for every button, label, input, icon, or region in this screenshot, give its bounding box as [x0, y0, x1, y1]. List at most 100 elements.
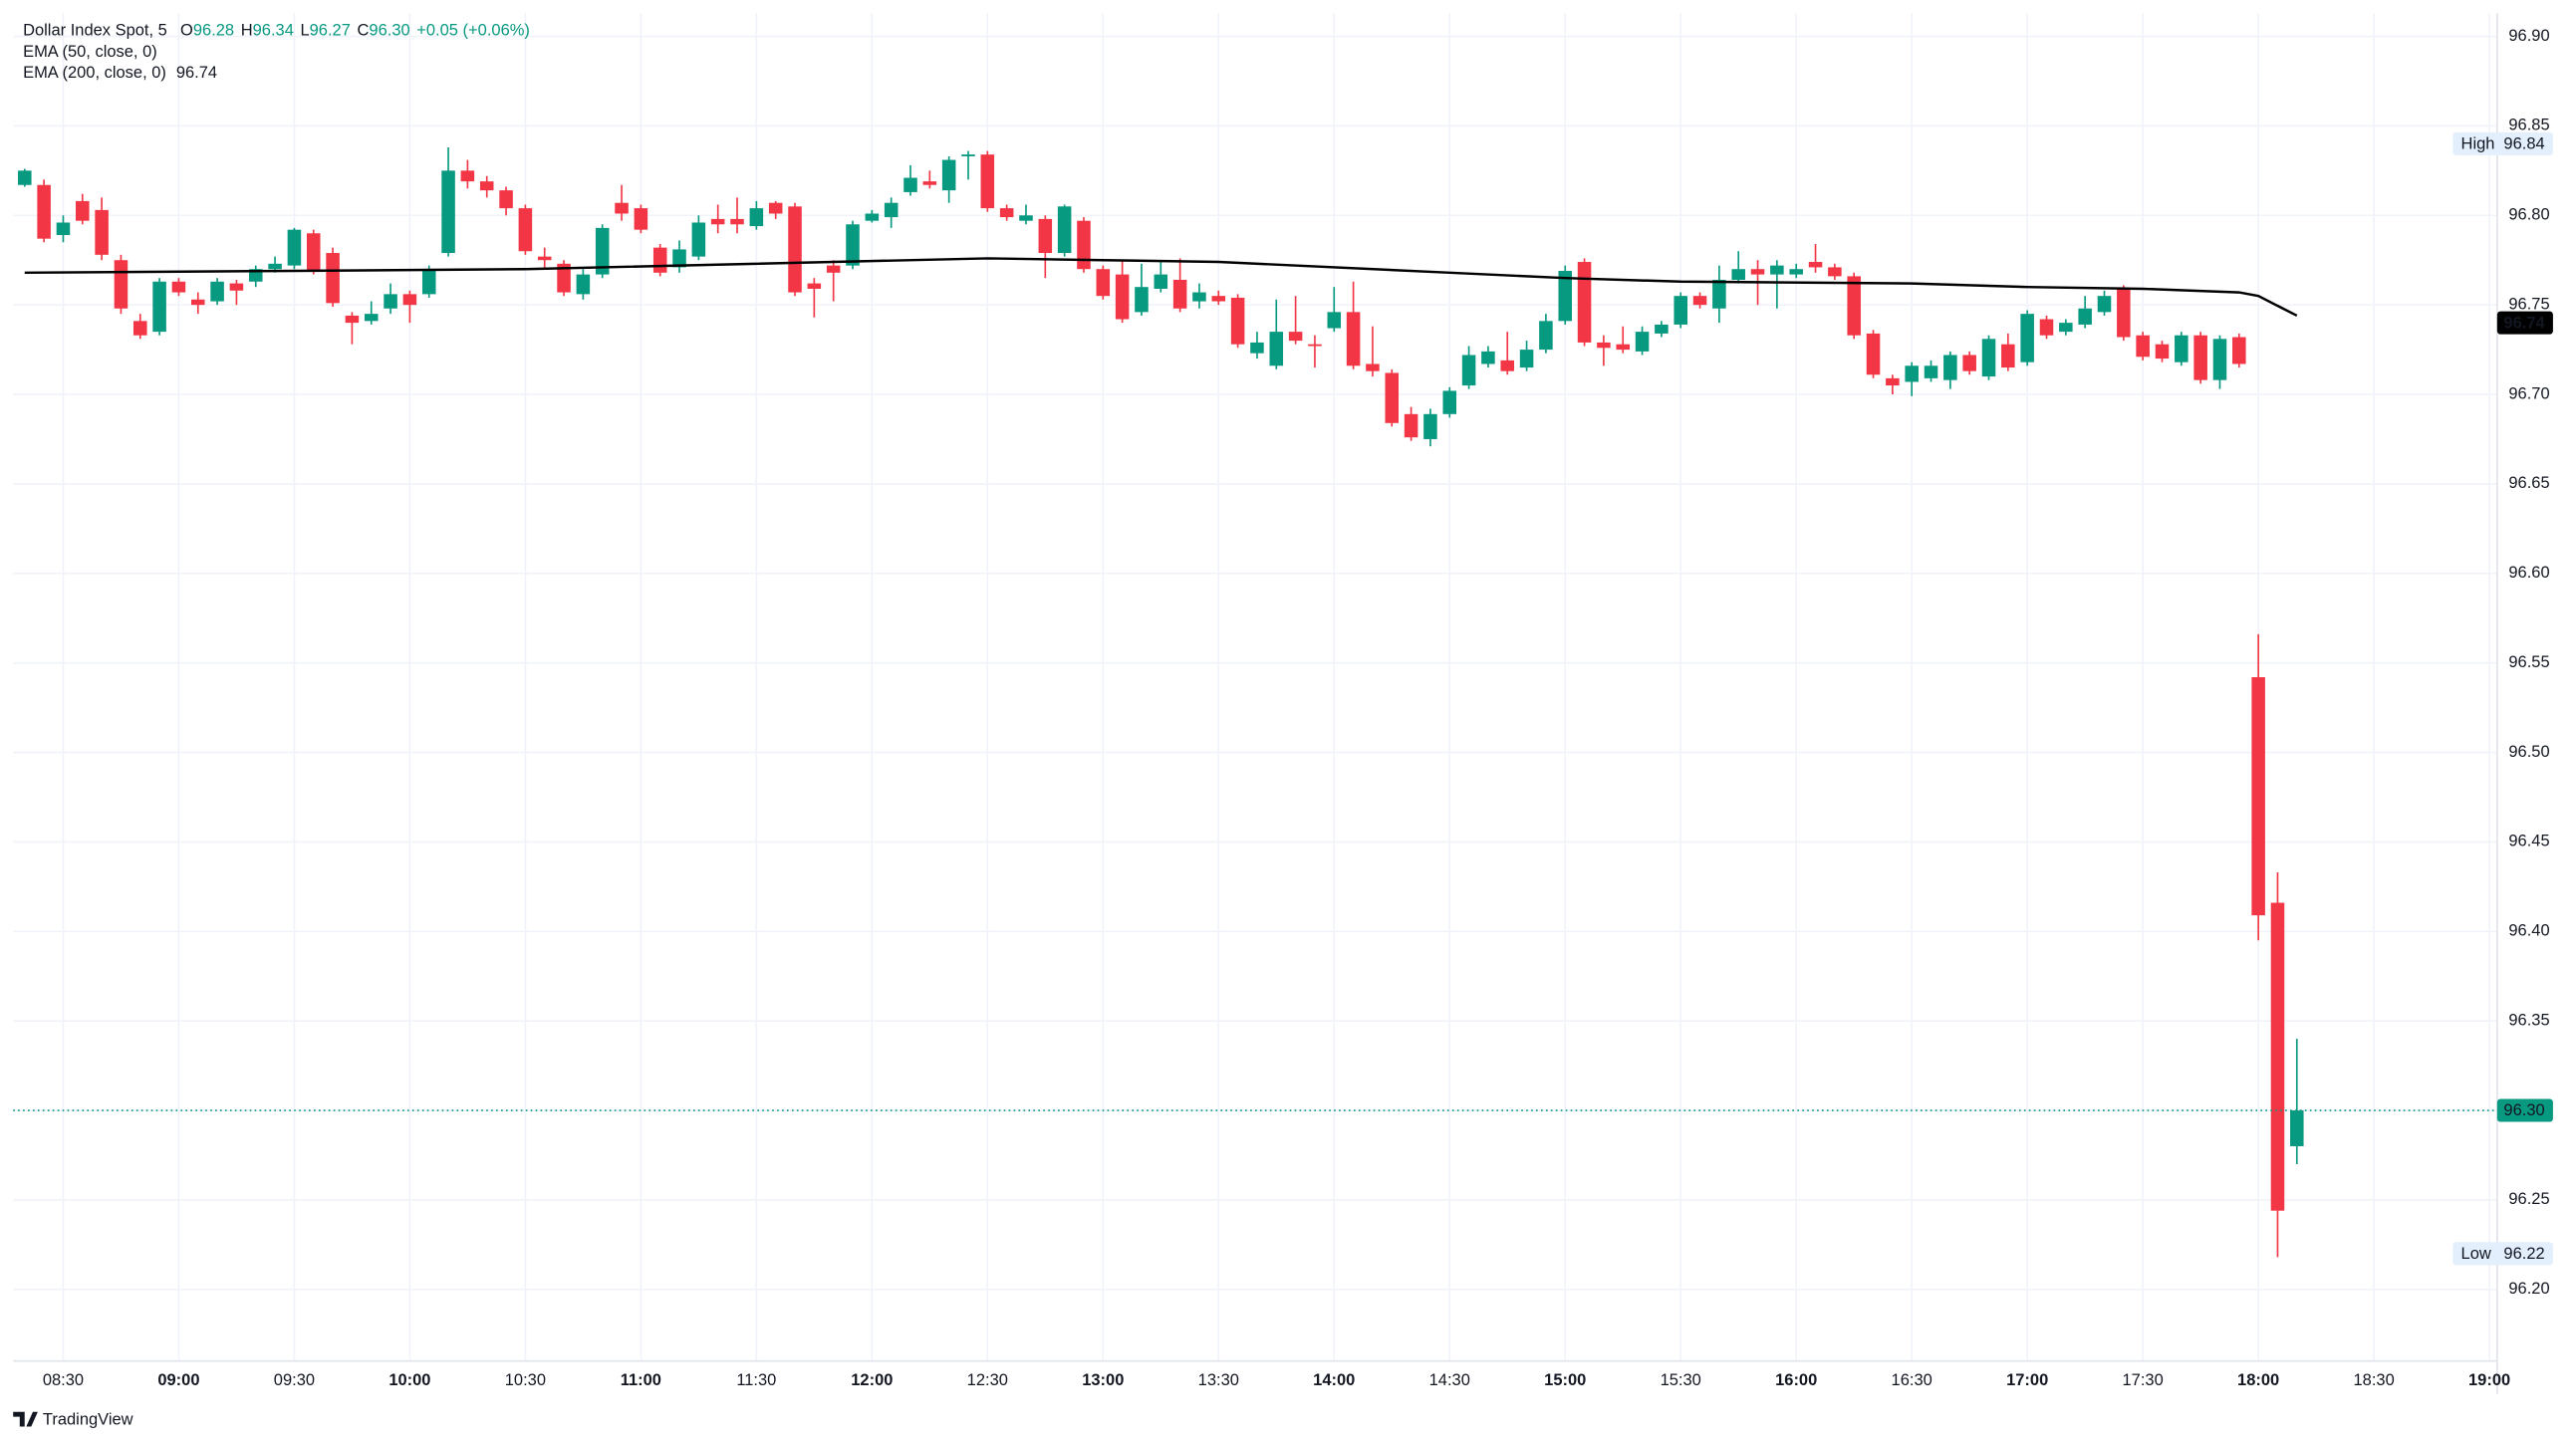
candle [1192, 283, 1206, 309]
candle [1423, 408, 1437, 447]
candle [1731, 251, 1745, 284]
candle [1481, 346, 1495, 368]
candle [710, 204, 725, 234]
candle-body [1692, 296, 1707, 306]
candle-body [479, 181, 494, 191]
candle-body [1905, 365, 1919, 382]
candle-body [1288, 332, 1303, 342]
candle [1519, 341, 1534, 371]
candle-body [1558, 271, 1573, 322]
x-tick-label: 09:00 [157, 1371, 199, 1389]
x-tick-label: 09:30 [274, 1371, 315, 1389]
candle [114, 254, 129, 315]
candle [229, 279, 244, 306]
candle [1558, 265, 1573, 325]
candle-body [210, 281, 224, 302]
candle-body [1828, 267, 1842, 277]
candle [884, 197, 899, 228]
candle-body [2251, 677, 2265, 916]
low-badge [2452, 1242, 2553, 1266]
candle-body [537, 256, 552, 261]
candle [2020, 310, 2034, 366]
candle [768, 200, 783, 219]
x-tick-label: 17:00 [2006, 1371, 2048, 1389]
x-tick-label: 13:30 [1198, 1371, 1239, 1389]
candle [2001, 333, 2015, 371]
candle-body [1712, 279, 1726, 309]
candle [1539, 314, 1553, 354]
candle-body [1385, 372, 1400, 423]
candle [730, 197, 744, 234]
y-tick-label: 96.20 [2508, 1280, 2549, 1298]
candle-body [903, 177, 917, 192]
candle [1712, 265, 1726, 324]
candle [1288, 296, 1303, 345]
candle-body [95, 209, 109, 255]
candle-body [922, 181, 937, 185]
candle [287, 227, 302, 270]
candle [1172, 258, 1187, 313]
x-tick-label: 12:00 [851, 1371, 893, 1389]
candle [1886, 374, 1900, 395]
candle-body [1674, 296, 1687, 325]
candle-body [191, 299, 205, 306]
candle-body [2097, 296, 2112, 313]
x-tick-label: 16:00 [1775, 1371, 1817, 1389]
y-tick-label: 96.90 [2508, 27, 2549, 45]
candle-body [2212, 339, 2227, 380]
candle [518, 204, 533, 255]
candle-body [1192, 292, 1206, 302]
legend-change: +0.05 (+0.06%) [416, 22, 530, 40]
candle [1962, 351, 1976, 375]
candle-body [961, 154, 975, 156]
candle [2117, 285, 2131, 342]
last-price-badge [2496, 1098, 2553, 1122]
candle [2039, 315, 2054, 340]
x-tick-label: 10:30 [505, 1371, 546, 1389]
candle [1250, 332, 1264, 360]
candle-body [1962, 355, 1976, 371]
legend-ohlc-label: H [241, 22, 253, 40]
candle [2290, 1039, 2304, 1164]
candle-body [133, 321, 147, 336]
last-price-label: 96.30 [2503, 1101, 2544, 1119]
x-tick-label: 18:00 [2237, 1371, 2279, 1389]
high-badge-label: High [2461, 135, 2495, 153]
x-tick-label: 11:30 [736, 1371, 776, 1389]
plot-area [13, 146, 2497, 1258]
candle [652, 244, 667, 277]
candle-body [691, 222, 706, 257]
candle [788, 202, 802, 297]
candle [345, 312, 360, 345]
candle [1308, 335, 1322, 368]
candle-body [2270, 902, 2285, 1211]
candle-body [595, 227, 610, 275]
candle-body [402, 294, 417, 306]
ema-badge [2496, 311, 2553, 335]
candle [865, 209, 880, 223]
x-tick-label: 08:30 [43, 1371, 84, 1389]
candle-body [1327, 312, 1342, 329]
candle-body [1461, 355, 1476, 386]
candle-body [518, 208, 533, 252]
candle-body [807, 283, 822, 289]
candle-body [1655, 324, 1669, 334]
candle-body [2001, 344, 2015, 368]
candle-body [1269, 332, 1284, 366]
candle [191, 292, 205, 315]
candle [1655, 321, 1669, 338]
legend-line: Dollar Index Spot, 5 O96.28 H96.34 L96.27 C9… [23, 22, 530, 40]
candle-body [1539, 321, 1553, 351]
candle-body [268, 263, 282, 270]
y-tick-label: 96.25 [2508, 1190, 2549, 1208]
candle [1404, 406, 1418, 441]
candle [1616, 326, 1630, 354]
candle [152, 278, 166, 336]
candle [2136, 332, 2150, 361]
grid [13, 13, 2497, 1361]
tradingview-logo[interactable]: TradingView [13, 1410, 133, 1428]
candle [557, 260, 571, 297]
candle [2212, 335, 2227, 389]
candle [615, 184, 629, 221]
